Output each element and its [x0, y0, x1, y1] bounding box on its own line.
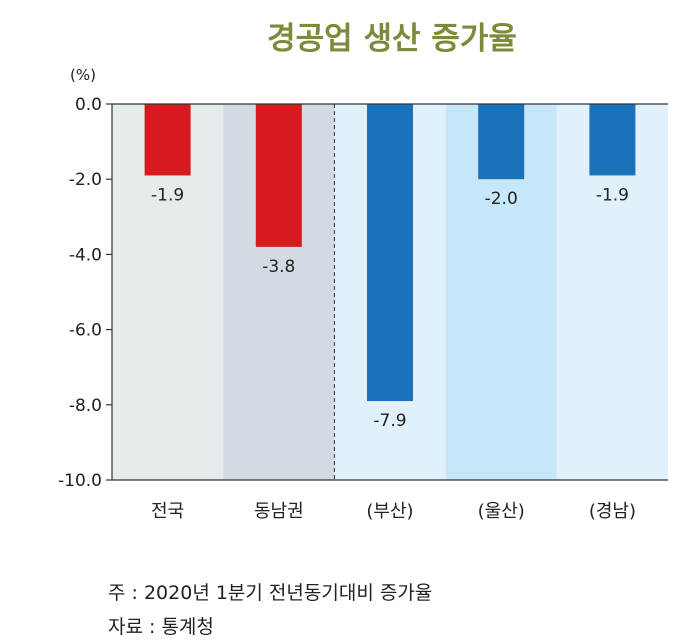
- y-tick-label: -4.0: [69, 245, 102, 265]
- chart-title: 경공업 생산 증가율: [267, 21, 517, 57]
- bar-chart: 경공업 생산 증가율 (%) -1.9 -3.8 -7.9 -2.0 -1.9 0.0 -2…: [58, 21, 668, 522]
- y-tick-label: -8.0: [69, 396, 102, 416]
- category-label: (경남): [589, 501, 636, 522]
- y-tick-label: -10.0: [58, 471, 102, 491]
- category-label: 동남권: [254, 501, 304, 522]
- bar: [255, 104, 302, 247]
- chart-note: 주 : 2020년 1분기 전년동기대비 증가율: [108, 582, 433, 604]
- bar: [367, 104, 413, 402]
- bar: [478, 104, 525, 180]
- y-tick-label: 0.0: [75, 95, 102, 115]
- chart-source: 자료 : 통계청: [108, 616, 214, 638]
- data-label: -7.9: [373, 411, 406, 431]
- bar: [589, 104, 636, 176]
- data-label: -1.9: [151, 185, 184, 205]
- bars: [144, 104, 636, 402]
- data-label: -2.0: [485, 189, 518, 209]
- data-label: -3.8: [262, 257, 295, 277]
- data-label: -1.9: [596, 185, 629, 205]
- y-axis-unit: (%): [70, 66, 96, 84]
- category-label: 전국: [151, 501, 184, 522]
- labels: -1.9 -3.8 -7.9 -2.0 -1.9 0.0 -2.0 -4.0 -6.0 -8.0 -…: [58, 95, 636, 522]
- category-label: (부산): [366, 501, 413, 522]
- category-label: (울산): [478, 501, 525, 522]
- axes: [106, 103, 668, 481]
- y-tick-label: -2.0: [69, 170, 102, 190]
- y-tick-label: -6.0: [69, 321, 102, 341]
- bar: [144, 104, 191, 176]
